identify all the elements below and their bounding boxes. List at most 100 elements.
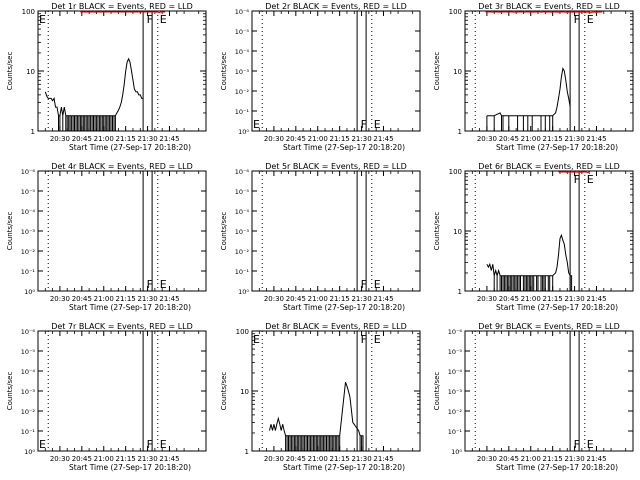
- detector-panel-8: Det 8r BLACK = Events, RED = LLD 1 10 100 Co…: [220, 322, 421, 472]
- y-axis-title: Counts/sec: [220, 212, 228, 251]
- x-tick-label: 20:45: [72, 135, 92, 143]
- y-tick-label: 10⁻⁵: [21, 348, 36, 356]
- y-tick-label: 10⁻³: [235, 228, 250, 236]
- y-tick-label: 10⁰: [451, 448, 462, 456]
- y-tick-label: 10⁻⁵: [21, 188, 36, 196]
- x-tick-label: 21:45: [159, 295, 179, 303]
- y-tick-label: 10⁻⁶: [235, 168, 250, 176]
- y-tick-label: 10⁻⁴: [235, 48, 250, 56]
- flare-marker-label: F: [574, 438, 580, 451]
- flare-marker-label: F: [574, 13, 580, 26]
- x-tick-label: 21:00: [308, 455, 328, 463]
- x-tick-label: 20:45: [286, 135, 306, 143]
- y-tick-label: 10⁻²: [235, 248, 250, 256]
- y-tick-label: 10⁻²: [235, 88, 250, 96]
- x-tick-label: 21:00: [308, 135, 328, 143]
- y-tick-label: 10⁻¹: [235, 108, 250, 116]
- flare-marker-label: F: [574, 173, 580, 186]
- y-tick-label: 10: [240, 388, 249, 396]
- flare-marker-label: F: [147, 438, 153, 451]
- detector-panel-7: Det 7r BLACK = Events, RED = LLD 10⁰ 10⁻¹ 1…: [6, 322, 207, 472]
- events-series-line: [269, 382, 364, 451]
- flare-marker-label: F: [361, 118, 367, 131]
- x-tick-label: 21:45: [586, 455, 606, 463]
- y-tick-label: 10⁻²: [448, 408, 463, 416]
- x-axis-title: Start Time (27-Sep-17 20:18:20): [496, 143, 618, 152]
- x-tick-label: 21:30: [137, 135, 157, 143]
- x-tick-label: 21:15: [543, 135, 563, 143]
- x-tick-label: 21:15: [116, 455, 136, 463]
- panel-title: Det 4r BLACK = Events, RED = LLD: [51, 162, 193, 171]
- x-tick-label: 21:15: [330, 135, 350, 143]
- y-tick-label: 10⁰: [24, 288, 35, 296]
- y-axis-title: Counts/sec: [6, 212, 14, 251]
- eclipse-marker-label-left: E: [39, 13, 46, 26]
- y-tick-label: 10⁻⁶: [21, 328, 36, 336]
- x-tick-label: 21:00: [521, 295, 541, 303]
- y-tick-label: 100: [22, 8, 35, 16]
- y-tick-label: 10⁻³: [448, 388, 463, 396]
- y-axis-title: Counts/sec: [433, 212, 441, 251]
- x-tick-label: 20:30: [264, 295, 284, 303]
- x-tick-label: 21:45: [159, 135, 179, 143]
- y-tick-label: 100: [449, 168, 462, 176]
- y-tick-label: 10⁻¹: [21, 268, 36, 276]
- flare-marker-label: F: [147, 278, 153, 291]
- eclipse-marker-label: E: [587, 173, 594, 186]
- x-axis-title: Start Time (27-Sep-17 20:18:20): [69, 303, 191, 312]
- x-tick-label: 21:00: [94, 135, 114, 143]
- y-tick-label: 10⁻⁴: [21, 208, 36, 216]
- panel-title: Det 9r BLACK = Events, RED = LLD: [478, 322, 620, 331]
- panel-title: Det 6r BLACK = Events, RED = LLD: [478, 162, 620, 171]
- y-tick-label: 10⁻³: [21, 228, 36, 236]
- x-axis-title: Start Time (27-Sep-17 20:18:20): [69, 143, 191, 152]
- y-tick-label: 1: [458, 288, 462, 296]
- flare-marker-label: F: [361, 333, 367, 346]
- x-tick-label: 21:00: [94, 455, 114, 463]
- y-axis-title: Counts/sec: [433, 52, 441, 91]
- detector-panel-9: Det 9r BLACK = Events, RED = LLD 10⁰ 10⁻¹ 1…: [433, 322, 634, 472]
- panel-title: Det 7r BLACK = Events, RED = LLD: [51, 322, 193, 331]
- x-tick-label: 21:30: [351, 295, 371, 303]
- y-tick-label: 10⁻⁶: [21, 168, 36, 176]
- x-tick-label: 21:45: [586, 135, 606, 143]
- eclipse-marker-label: E: [374, 333, 381, 346]
- eclipse-marker-label: E: [587, 13, 594, 26]
- y-tick-label: 1: [458, 128, 462, 136]
- flare-marker-label: F: [147, 13, 153, 26]
- y-axis-title: Counts/sec: [220, 52, 228, 91]
- lld-series-line: [558, 171, 590, 174]
- flare-marker-label: F: [361, 278, 367, 291]
- x-tick-label: 21:45: [373, 455, 393, 463]
- y-tick-label: 10: [453, 228, 462, 236]
- x-tick-label: 21:15: [330, 295, 350, 303]
- y-tick-label: 10⁻⁵: [448, 348, 463, 356]
- events-series-line: [486, 233, 573, 291]
- x-tick-label: 21:15: [543, 455, 563, 463]
- plot-frame: [37, 330, 207, 452]
- x-tick-label: 20:45: [72, 295, 92, 303]
- y-axis-title: Counts/sec: [220, 372, 228, 411]
- plot-frame: [251, 170, 421, 292]
- y-tick-label: 10⁰: [238, 288, 249, 296]
- y-tick-label: 10⁻¹: [235, 268, 250, 276]
- x-tick-label: 21:45: [586, 295, 606, 303]
- y-axis-title: Counts/sec: [6, 52, 14, 91]
- x-tick-label: 20:30: [50, 295, 70, 303]
- x-tick-label: 20:30: [264, 135, 284, 143]
- y-tick-label: 10⁻⁴: [21, 368, 36, 376]
- x-tick-label: 20:30: [477, 135, 497, 143]
- eclipse-marker-label: E: [160, 278, 167, 291]
- panel-title: Det 1r BLACK = Events, RED = LLD: [51, 2, 193, 11]
- y-tick-label: 10⁰: [238, 128, 249, 136]
- y-tick-label: 10⁻²: [21, 248, 36, 256]
- y-tick-label: 10⁰: [24, 448, 35, 456]
- panel-title: Det 5r BLACK = Events, RED = LLD: [265, 162, 407, 171]
- lld-series-line: [485, 11, 603, 14]
- detector-panel-2: Det 2r BLACK = Events, RED = LLD 10⁰ 10⁻¹ 1…: [220, 2, 421, 152]
- x-tick-label: 20:45: [286, 455, 306, 463]
- x-tick-label: 20:30: [50, 135, 70, 143]
- eclipse-marker-label-left: E: [253, 333, 260, 346]
- x-tick-label: 21:00: [94, 295, 114, 303]
- detector-panel-3: Det 3r BLACK = Events, RED = LLD 1 10 100 Co…: [433, 2, 634, 152]
